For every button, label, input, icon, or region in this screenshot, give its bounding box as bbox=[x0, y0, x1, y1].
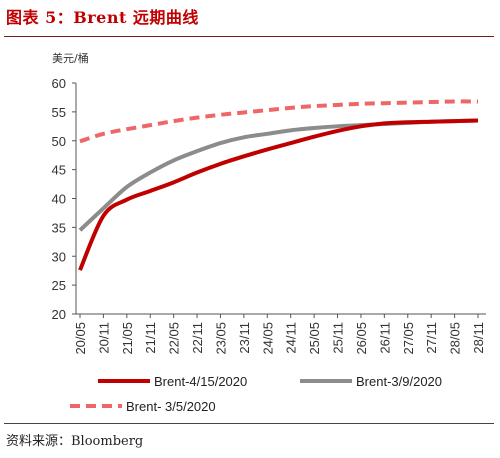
series-line-0 bbox=[78, 118, 479, 271]
x-tick-label: 28/05 bbox=[448, 322, 463, 355]
x-tick-label: 26/05 bbox=[354, 322, 369, 355]
x-tick-label: 20/05 bbox=[73, 322, 88, 355]
x-tick-label: 25/05 bbox=[307, 322, 322, 355]
source-note: 资料来源：Bloomberg bbox=[6, 434, 144, 449]
y-tick-label: 20 bbox=[52, 307, 66, 322]
y-tick-label: 50 bbox=[52, 134, 66, 149]
axes: 20 25 30 35 40 45 50 55 60 20/05 20/11 21/05 21/11 22… bbox=[52, 76, 486, 355]
x-tick-label: 25/11 bbox=[331, 322, 346, 354]
y-tick-label: 55 bbox=[52, 105, 66, 120]
source-rule bbox=[4, 423, 494, 424]
y-tick-label: 25 bbox=[52, 278, 66, 293]
title-rule bbox=[4, 36, 494, 37]
x-tick-label: 21/05 bbox=[120, 322, 135, 355]
y-tick-label: 40 bbox=[52, 192, 66, 207]
x-tick-label: 21/11 bbox=[143, 322, 158, 354]
y-tick-label: 45 bbox=[52, 163, 66, 178]
x-tick-label: 23/05 bbox=[213, 322, 228, 355]
x-tick-label: 22/05 bbox=[167, 322, 182, 355]
series-line-2 bbox=[79, 99, 479, 144]
y-tick-label: 30 bbox=[52, 249, 66, 264]
y-tick-label: 35 bbox=[52, 220, 66, 235]
legend-label-0: Brent-4/15/2020 bbox=[154, 374, 247, 389]
x-tick-label: 26/11 bbox=[377, 322, 392, 354]
x-tick-label: 28/11 bbox=[471, 322, 486, 354]
x-tick-label: 24/11 bbox=[284, 322, 299, 354]
y-tick-label: 60 bbox=[52, 76, 66, 91]
legend: Brent-4/15/2020 Brent-3/9/2020 Brent- 3/5/… bbox=[70, 374, 442, 414]
y-axis-unit-label: 美元/桶 bbox=[52, 51, 89, 65]
legend-label-1: Brent-3/9/2020 bbox=[356, 374, 442, 389]
x-tick-label: 20/11 bbox=[96, 322, 111, 354]
series-layer bbox=[78, 99, 479, 271]
x-tick-label: 22/11 bbox=[190, 322, 205, 354]
legend-label-2: Brent- 3/5/2020 bbox=[126, 399, 216, 414]
x-tick-label: 27/11 bbox=[424, 322, 439, 354]
series-line-1 bbox=[78, 118, 479, 232]
figure-title: 图表 5：Brent 远期曲线 bbox=[6, 8, 199, 27]
x-tick-label: 24/05 bbox=[260, 322, 275, 355]
x-tick-label: 27/05 bbox=[401, 322, 416, 355]
x-tick-label: 23/11 bbox=[237, 322, 252, 354]
